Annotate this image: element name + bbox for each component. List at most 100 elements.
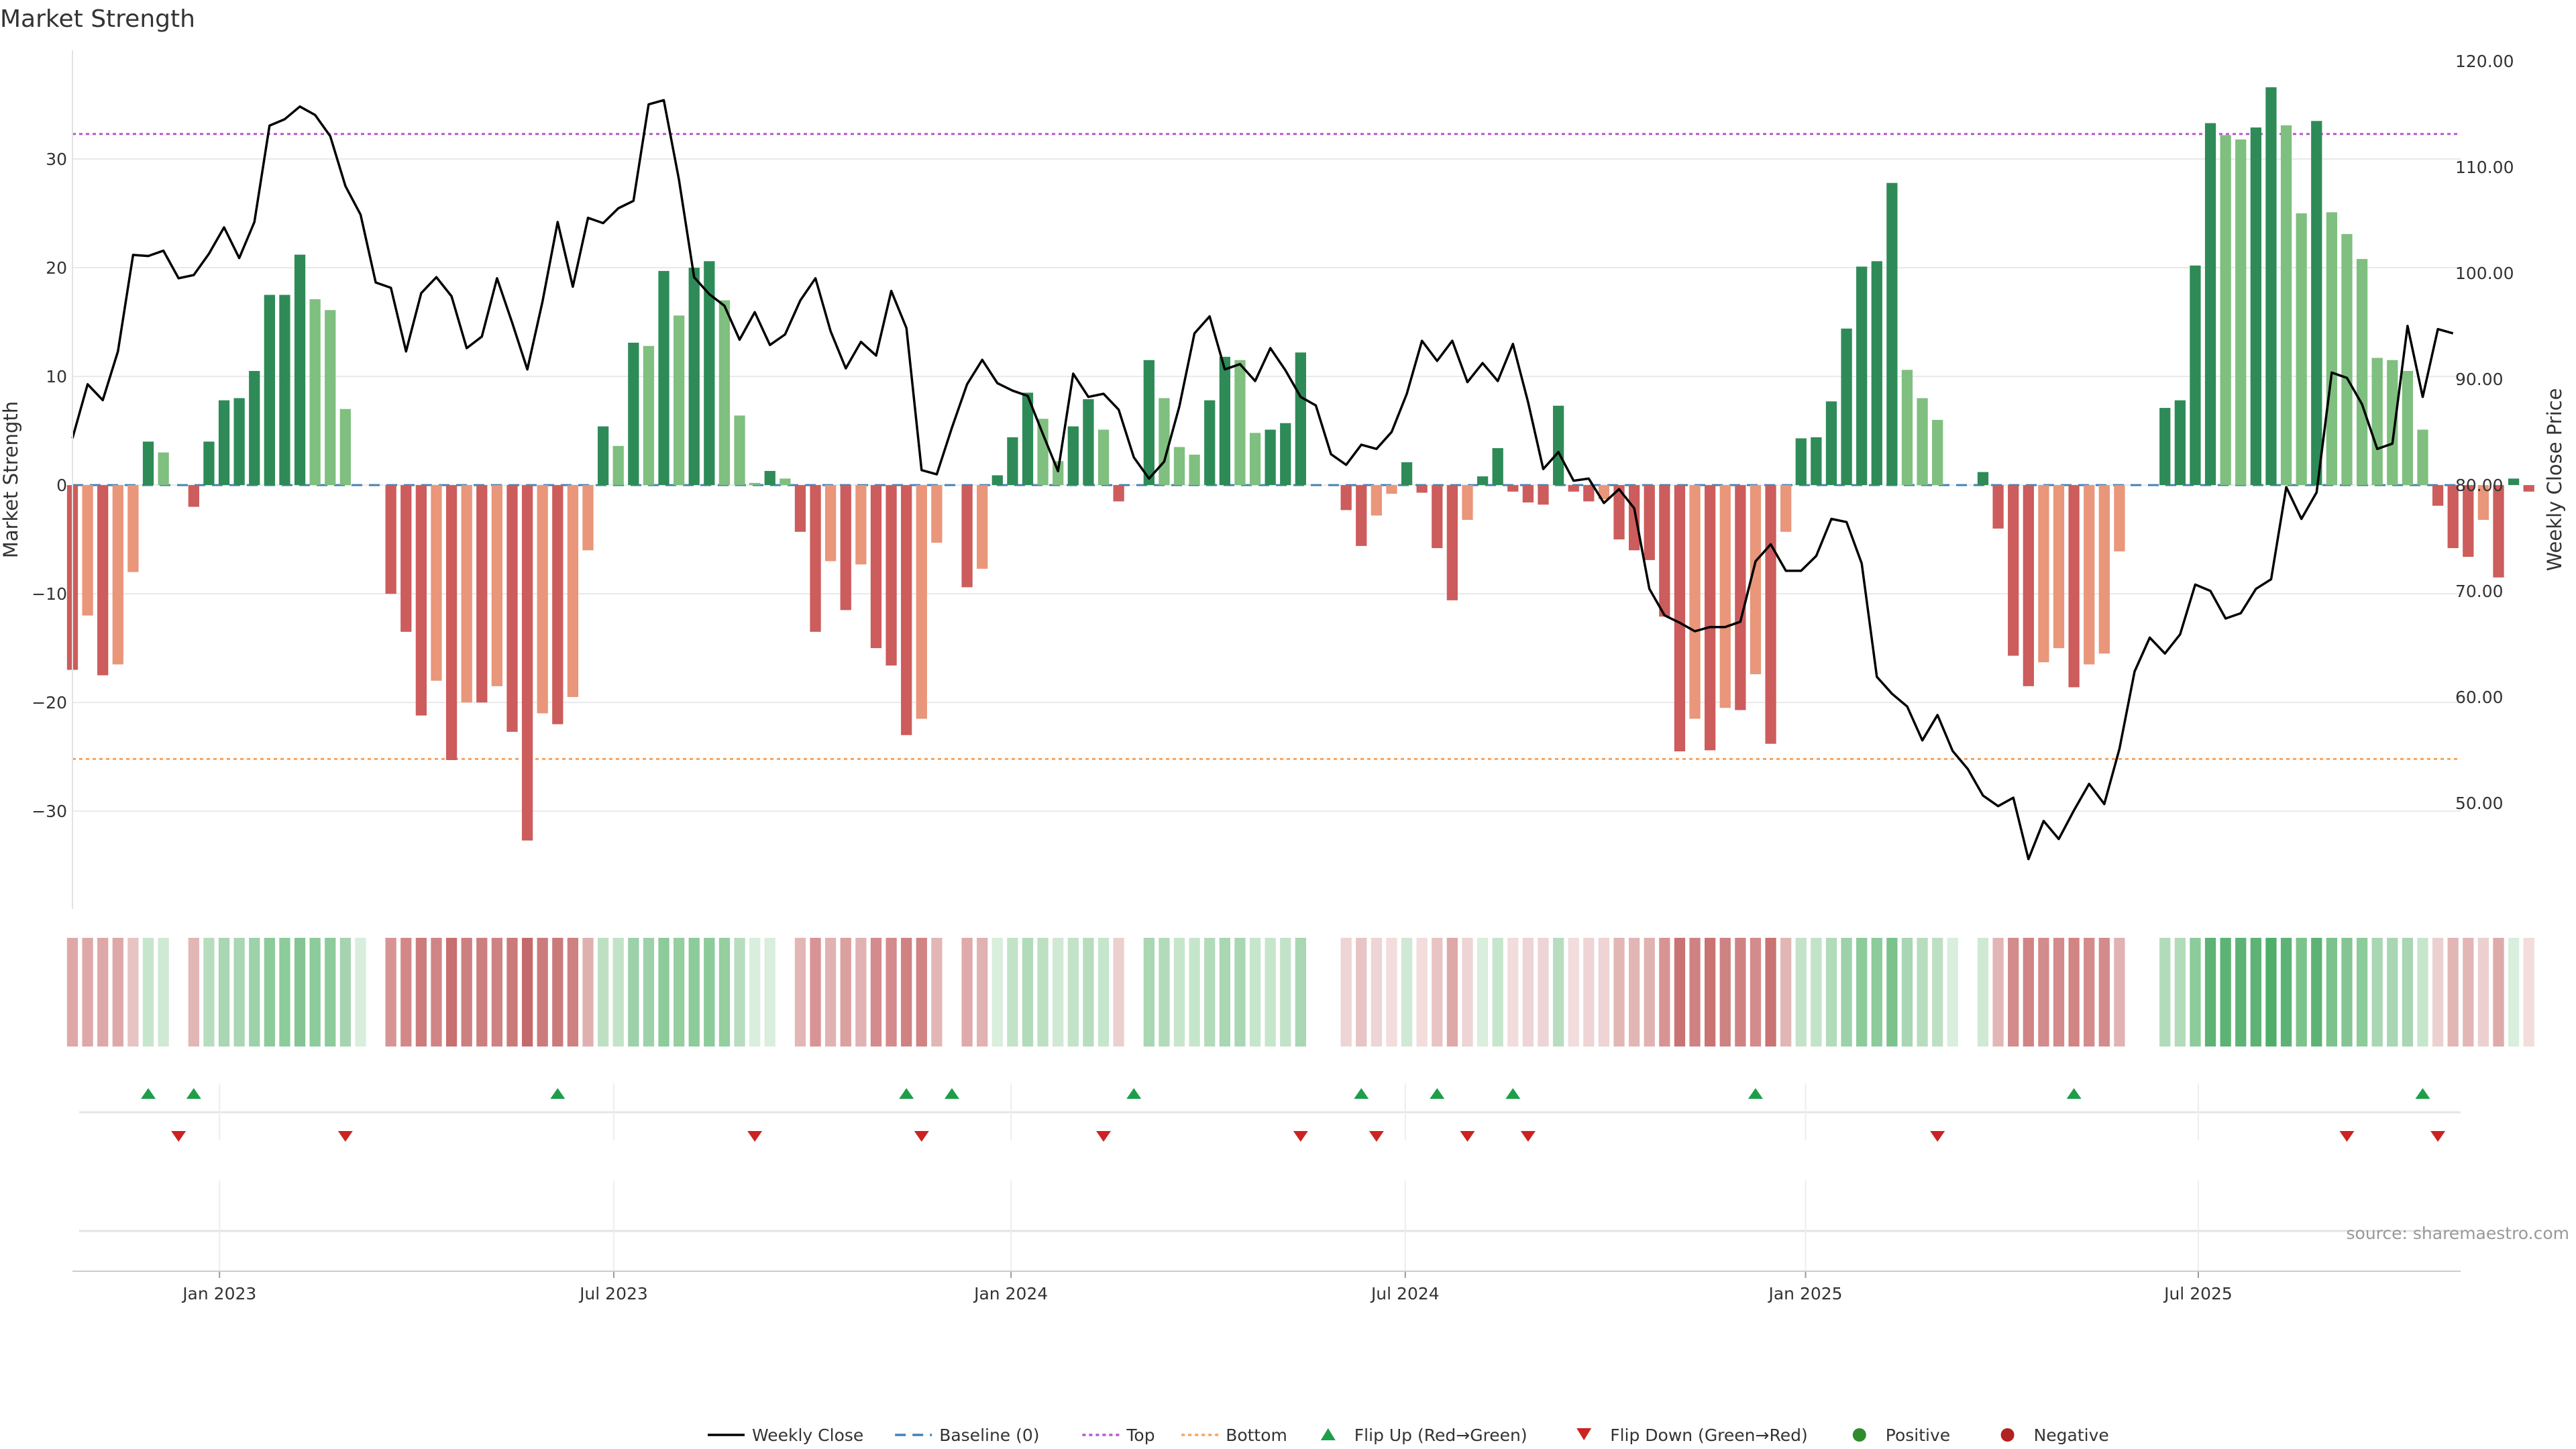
heat-cell bbox=[1992, 938, 2004, 1046]
heat-cell bbox=[1780, 938, 1792, 1046]
heat-cell bbox=[1735, 938, 1746, 1046]
strength-bar bbox=[2114, 485, 2125, 551]
heat-cell bbox=[1295, 938, 1306, 1046]
right-tick-label: 120.00 bbox=[2455, 52, 2514, 71]
heat-cell bbox=[2493, 938, 2504, 1046]
heat-cell bbox=[2296, 938, 2307, 1046]
legend: Weekly Close Baseline (0) Top Bottom Flip Up… bbox=[708, 1426, 2109, 1445]
heat-cell bbox=[2402, 938, 2414, 1046]
strength-bar bbox=[1901, 370, 1913, 486]
strength-bar bbox=[1674, 485, 1686, 752]
strength-bar bbox=[567, 485, 579, 698]
heat-cell bbox=[1538, 938, 1549, 1046]
heat-cell bbox=[901, 938, 912, 1046]
legend-label: Flip Down (Green→Red) bbox=[1610, 1426, 1808, 1445]
left-tick-label: −10 bbox=[32, 584, 67, 604]
strength-bar bbox=[688, 268, 700, 486]
legend-swatch-positive bbox=[1852, 1428, 1866, 1442]
heat-cell bbox=[2432, 938, 2444, 1046]
heat-cell bbox=[1189, 938, 1200, 1046]
strength-bar bbox=[1613, 485, 1625, 540]
heat-cell bbox=[2068, 938, 2080, 1046]
heat-cell bbox=[1644, 938, 1655, 1046]
heat-cell bbox=[1811, 938, 1822, 1046]
legend-item: Weekly Close bbox=[708, 1426, 863, 1445]
heat-cell bbox=[2326, 938, 2338, 1046]
left-tick-label: −30 bbox=[32, 802, 67, 821]
flip-up-marker bbox=[899, 1088, 914, 1099]
strength-bar bbox=[112, 485, 123, 665]
heat-cell bbox=[977, 938, 988, 1046]
heat-cell bbox=[400, 938, 412, 1046]
legend-swatch-negative bbox=[2000, 1428, 2015, 1442]
strength-bars bbox=[66, 87, 2534, 841]
heat-cell bbox=[521, 938, 533, 1046]
heat-cell bbox=[476, 938, 488, 1046]
strength-bar bbox=[1932, 419, 1943, 486]
left-tick-label: 10 bbox=[46, 367, 67, 386]
heat-cell bbox=[1795, 938, 1807, 1046]
heat-cell bbox=[385, 938, 396, 1046]
heat-cell bbox=[2508, 938, 2520, 1046]
heat-cell bbox=[218, 938, 230, 1046]
flip-down-marker bbox=[747, 1131, 763, 1142]
heat-cell bbox=[1386, 938, 1397, 1046]
heat-cell bbox=[1962, 938, 1974, 1046]
heat-cell bbox=[2311, 938, 2322, 1046]
strength-bar bbox=[1401, 462, 1413, 486]
strength-bar bbox=[961, 485, 973, 588]
heat-cell bbox=[1280, 938, 1291, 1046]
strength-bar bbox=[445, 485, 458, 761]
strength-bar bbox=[1583, 485, 1595, 502]
strength-bar bbox=[2311, 121, 2322, 486]
strength-bar bbox=[218, 400, 230, 486]
legend-item: Negative bbox=[2000, 1426, 2109, 1445]
heat-cell bbox=[2447, 938, 2459, 1046]
heat-cell bbox=[931, 938, 943, 1046]
heat-cell bbox=[1083, 938, 1094, 1046]
strength-bar bbox=[2387, 360, 2398, 486]
heat-cell bbox=[445, 938, 458, 1046]
heat-cell bbox=[1128, 938, 1140, 1046]
heat-cell bbox=[415, 938, 427, 1046]
heat-cell bbox=[203, 938, 215, 1046]
heat-cell bbox=[1325, 938, 1337, 1046]
strength-bar bbox=[158, 452, 169, 486]
right-tick-label: 80.00 bbox=[2455, 476, 2504, 495]
strength-bar bbox=[2432, 485, 2444, 506]
heat-cell bbox=[552, 938, 564, 1046]
heat-cell bbox=[1947, 938, 1958, 1046]
x-tick-label: Jul 2023 bbox=[578, 1284, 648, 1303]
heat-cell bbox=[1507, 938, 1519, 1046]
strength-bar bbox=[1522, 485, 1534, 503]
heat-cell bbox=[1143, 938, 1155, 1046]
strength-bar bbox=[1552, 405, 1564, 486]
heat-cell bbox=[173, 938, 184, 1046]
heat-cell bbox=[1522, 938, 1534, 1046]
heat-cell bbox=[1097, 938, 1110, 1046]
strength-bar bbox=[1143, 360, 1155, 486]
heat-cell bbox=[1932, 938, 1943, 1046]
strength-bar bbox=[552, 485, 564, 724]
strength-bar bbox=[279, 294, 290, 486]
heat-cell bbox=[749, 938, 761, 1046]
strength-bar bbox=[582, 485, 594, 551]
heat-cell bbox=[961, 938, 973, 1046]
weekly-close-line-group bbox=[71, 99, 2454, 861]
heat-cell bbox=[2356, 938, 2368, 1046]
strength-bar bbox=[97, 485, 109, 676]
strength-bar bbox=[1780, 485, 1792, 532]
heat-cell bbox=[431, 938, 442, 1046]
strength-bar bbox=[2523, 485, 2534, 492]
heat-cell bbox=[2371, 938, 2383, 1046]
heat-cell bbox=[82, 938, 93, 1046]
right-tick-label: 50.00 bbox=[2455, 794, 2504, 813]
heat-cell bbox=[1462, 938, 1473, 1046]
flip-down-marker bbox=[914, 1131, 929, 1142]
strength-bar bbox=[2265, 87, 2277, 486]
strength-bar bbox=[2447, 485, 2459, 549]
strength-bar bbox=[82, 485, 93, 616]
strength-bar bbox=[2326, 212, 2338, 486]
heat-cell bbox=[279, 938, 290, 1046]
heat-cell bbox=[325, 938, 336, 1046]
